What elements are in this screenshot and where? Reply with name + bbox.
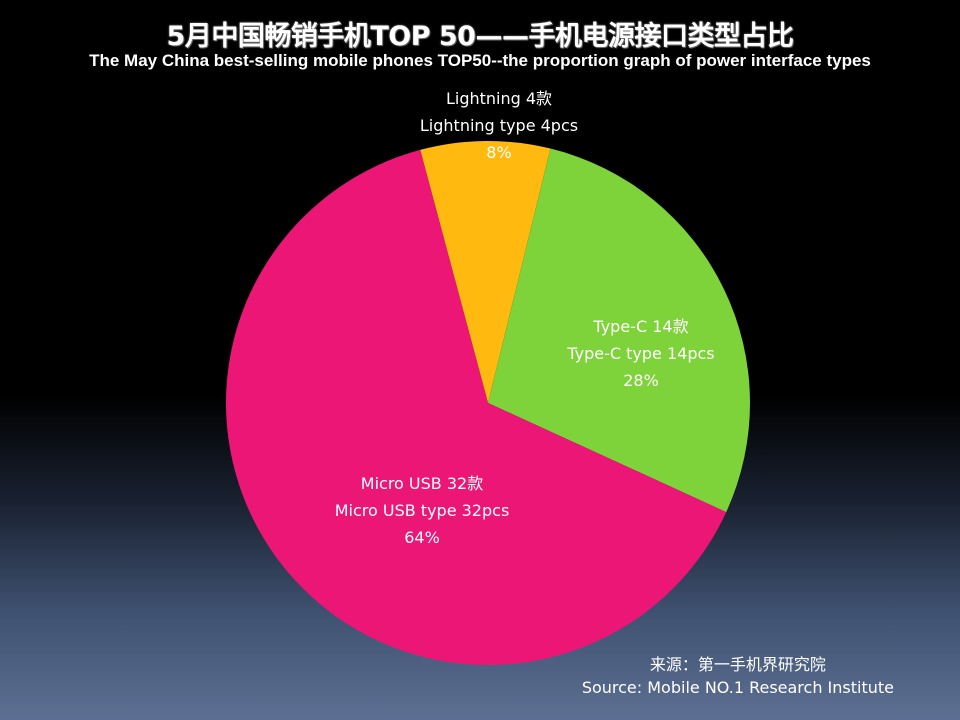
- slice-label-line: Lightning 4款: [446, 89, 552, 108]
- slice-label-line: 64%: [404, 528, 440, 547]
- slice-label-line: Lightning type 4pcs: [420, 116, 578, 135]
- pie-slice-micro-usb: [226, 149, 727, 666]
- source-en: Source: Mobile NO.1 Research Institute: [581, 678, 894, 697]
- source-note: 来源：第一手机界研究院 Source: Mobile NO.1 Research…: [582, 653, 894, 699]
- chart-title: 5月中国畅销手机TOP 50——手机电源接口类型占比: [166, 21, 794, 52]
- slice-label-line: Micro USB 32款: [361, 474, 483, 493]
- slice-label-line: Type-C type 14pcs: [566, 344, 714, 363]
- slice-label-line: 8%: [486, 143, 511, 162]
- chart-subtitle: The May China best-selling mobile phones…: [89, 51, 871, 70]
- source-cn: 来源：第一手机界研究院: [649, 655, 826, 674]
- slice-label-line: Micro USB type 32pcs: [335, 501, 510, 520]
- slice-label-line: 28%: [623, 371, 659, 390]
- slice-label-micro-usb: Micro USB 32款 Micro USB type 32pcs 64%: [335, 474, 510, 547]
- slice-label-type-c: Type-C 14款 Type-C type 14pcs 28%: [566, 317, 714, 390]
- pie-slice-type-c: [488, 148, 751, 513]
- pie-slice-lightning: [420, 140, 551, 404]
- slice-label-lightning: Lightning 4款 Lightning type 4pcs 8%: [420, 89, 578, 162]
- slice-label-line: Type-C 14款: [592, 317, 688, 336]
